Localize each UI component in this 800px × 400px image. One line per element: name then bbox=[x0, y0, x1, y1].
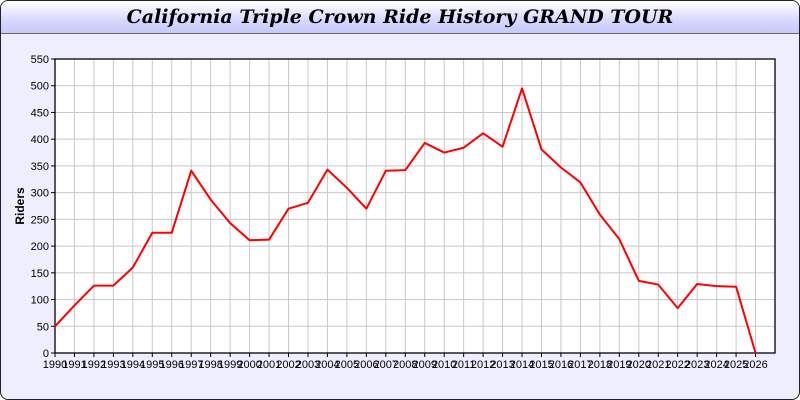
x-tick-label: 2023 bbox=[685, 359, 709, 371]
data-point bbox=[268, 238, 270, 241]
x-tick-label: 2000 bbox=[237, 359, 261, 371]
x-tick-label: 2021 bbox=[646, 359, 670, 371]
data-point bbox=[657, 283, 660, 286]
data-point bbox=[637, 280, 640, 282]
title-bar: California Triple Crown Ride History GRA… bbox=[1, 1, 799, 34]
data-point bbox=[599, 213, 601, 216]
y-tick-label: 250 bbox=[31, 214, 49, 226]
data-point bbox=[248, 239, 251, 242]
x-tick-label: 2004 bbox=[315, 359, 339, 371]
chart-title: California Triple Crown Ride History GRA… bbox=[126, 6, 674, 28]
x-tick-label: 2020 bbox=[627, 359, 651, 371]
data-point bbox=[501, 145, 504, 148]
x-tick-label: 1996 bbox=[160, 359, 184, 371]
y-tick-label: 50 bbox=[37, 321, 49, 333]
x-tick-label: 2005 bbox=[335, 359, 359, 371]
data-point bbox=[93, 284, 95, 287]
x-tick-label: 2026 bbox=[743, 359, 767, 371]
data-point bbox=[209, 198, 212, 201]
data-point bbox=[346, 187, 348, 189]
data-point bbox=[618, 238, 621, 240]
data-point bbox=[443, 151, 445, 154]
x-tick-label: 1995 bbox=[140, 359, 164, 371]
data-point bbox=[73, 304, 76, 307]
x-tick-label: 2010 bbox=[432, 359, 456, 371]
data-point bbox=[365, 207, 368, 210]
data-point bbox=[754, 352, 757, 354]
data-point bbox=[385, 169, 387, 172]
data-point bbox=[190, 169, 193, 172]
data-point bbox=[423, 142, 426, 144]
plot-area bbox=[55, 59, 775, 353]
data-point bbox=[404, 169, 407, 171]
y-axis-label: Riders bbox=[13, 187, 27, 225]
data-point bbox=[132, 266, 134, 269]
x-tick-label: 2008 bbox=[393, 359, 417, 371]
x-tick-label: 1991 bbox=[62, 359, 86, 371]
y-tick-label: 400 bbox=[31, 134, 49, 146]
y-tick-label: 200 bbox=[31, 241, 49, 253]
x-tick-label: 1990 bbox=[43, 359, 67, 371]
y-tick-label: 350 bbox=[31, 161, 49, 173]
data-point bbox=[715, 285, 718, 287]
x-tick-label: 2007 bbox=[374, 359, 398, 371]
y-tick-label: 150 bbox=[31, 268, 49, 280]
data-point bbox=[112, 284, 115, 287]
y-tick-label: 500 bbox=[31, 81, 49, 93]
x-tick-label: 2001 bbox=[257, 359, 281, 371]
x-tick-label: 1993 bbox=[101, 359, 125, 371]
x-tick-label: 2014 bbox=[510, 359, 534, 371]
x-tick-label: 1998 bbox=[198, 359, 222, 371]
data-point bbox=[326, 168, 329, 171]
data-point bbox=[579, 181, 582, 184]
x-tick-label: 2013 bbox=[490, 359, 514, 371]
plot-border bbox=[54, 58, 776, 354]
data-point bbox=[287, 207, 290, 210]
x-tick-label: 2025 bbox=[724, 359, 748, 371]
x-tick-label: 2009 bbox=[412, 359, 436, 371]
x-tick-label: 2015 bbox=[529, 359, 553, 371]
x-tick-label: 2022 bbox=[665, 359, 689, 371]
data-point bbox=[151, 231, 154, 234]
x-tick-label: 2019 bbox=[607, 359, 631, 371]
x-tick-label: 2016 bbox=[549, 359, 573, 371]
x-tick-label: 1994 bbox=[121, 359, 145, 371]
y-tick-label: 0 bbox=[43, 348, 49, 360]
data-point bbox=[735, 285, 737, 288]
x-tick-label: 2006 bbox=[354, 359, 378, 371]
x-tick-label: 2002 bbox=[276, 359, 300, 371]
x-tick-label: 2012 bbox=[471, 359, 495, 371]
x-tick-label: 1999 bbox=[218, 359, 242, 371]
y-tick-label: 300 bbox=[31, 188, 49, 200]
x-tick-label: 2018 bbox=[588, 359, 612, 371]
x-tick-label: 1992 bbox=[82, 359, 106, 371]
y-tick-label: 450 bbox=[31, 107, 49, 119]
x-tick-label: 1997 bbox=[179, 359, 203, 371]
x-tick-label: 2003 bbox=[296, 359, 320, 371]
y-tick-label: 550 bbox=[31, 54, 49, 66]
x-tick-label: 2024 bbox=[704, 359, 728, 371]
data-point bbox=[521, 87, 523, 90]
data-point bbox=[54, 325, 56, 328]
data-point bbox=[229, 222, 231, 224]
x-tick-label: 2017 bbox=[568, 359, 592, 371]
data-point bbox=[482, 132, 484, 135]
data-point bbox=[462, 146, 465, 149]
data-point bbox=[170, 231, 173, 234]
data-point bbox=[696, 283, 698, 285]
data-point bbox=[307, 201, 309, 204]
data-point bbox=[560, 166, 562, 169]
y-tick-label: 100 bbox=[31, 295, 49, 307]
data-point bbox=[676, 307, 679, 309]
x-tick-label: 2011 bbox=[452, 359, 476, 371]
data-point bbox=[540, 148, 543, 151]
